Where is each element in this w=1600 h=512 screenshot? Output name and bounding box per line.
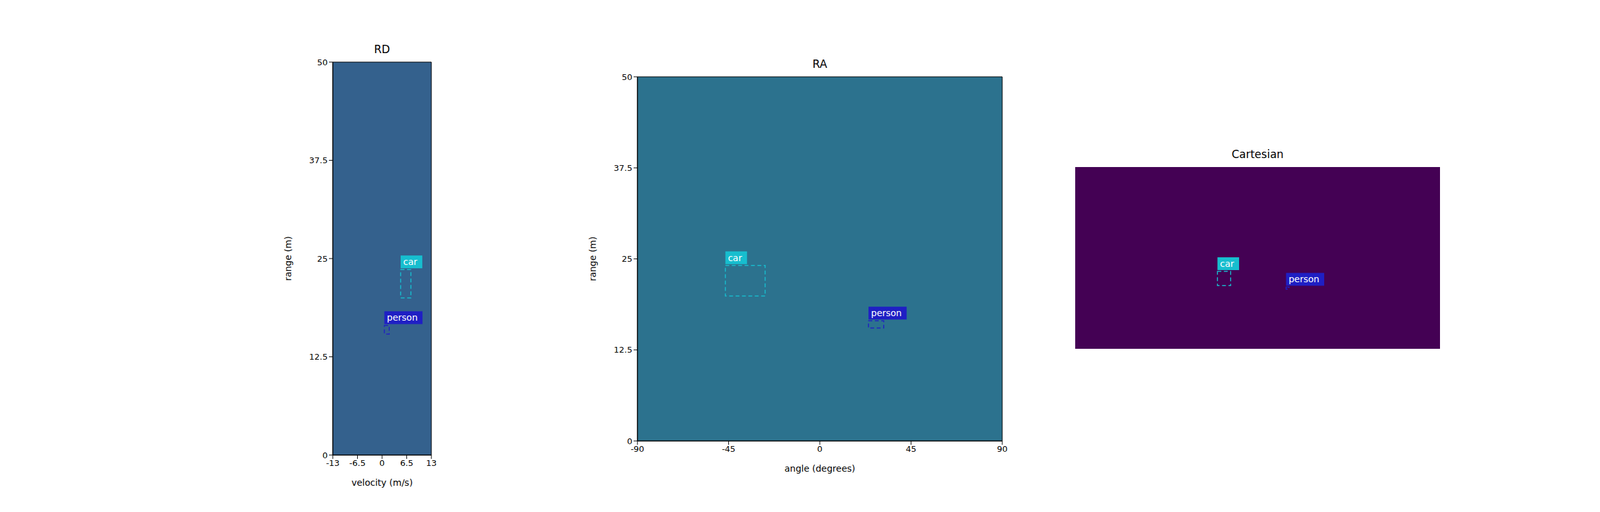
html-text:RD: RD [374, 42, 391, 56]
svg-text:0: 0 [627, 436, 633, 447]
svg-text:50: 50 [621, 72, 633, 82]
svg-text:50: 50 [316, 57, 328, 68]
svg-text:person: person [387, 312, 418, 323]
svg-text:angle (degrees): angle (degrees) [784, 463, 856, 474]
svg-text:12.5: 12.5 [309, 352, 328, 362]
svg-text:car: car [727, 252, 742, 264]
svg-text:range (m): range (m) [587, 236, 598, 282]
html-text:RA: RA [812, 57, 828, 71]
svg-text:25: 25 [621, 254, 633, 264]
svg-text:-6.5: -6.5 [349, 458, 366, 468]
svg-text:13: 13 [426, 458, 438, 468]
svg-text:car: car [1219, 258, 1234, 269]
svg-text:-13: -13 [325, 458, 340, 468]
svg-text:person: person [1288, 273, 1320, 285]
svg-text:-90: -90 [630, 444, 644, 454]
svg-text:car: car [403, 256, 418, 267]
svg-text:person: person [871, 307, 902, 319]
svg-text:45: 45 [905, 444, 917, 454]
svg-text:range (m): range (m) [282, 236, 294, 281]
svg-text:25: 25 [316, 254, 328, 264]
svg-text:0: 0 [817, 444, 823, 454]
svg-text:37.5: 37.5 [309, 155, 328, 166]
svg-text:velocity (m/s): velocity (m/s) [351, 477, 413, 488]
svg-text:0: 0 [379, 458, 385, 468]
svg-text:12.5: 12.5 [613, 344, 633, 355]
html-text:Cartesian: Cartesian [1231, 147, 1284, 161]
svg-text:6.5: 6.5 [400, 458, 414, 468]
svg-text:0: 0 [322, 450, 328, 461]
svg-text:37.5: 37.5 [613, 163, 633, 173]
svg-text:90: 90 [997, 444, 1008, 454]
svg-text:-45: -45 [721, 444, 736, 454]
